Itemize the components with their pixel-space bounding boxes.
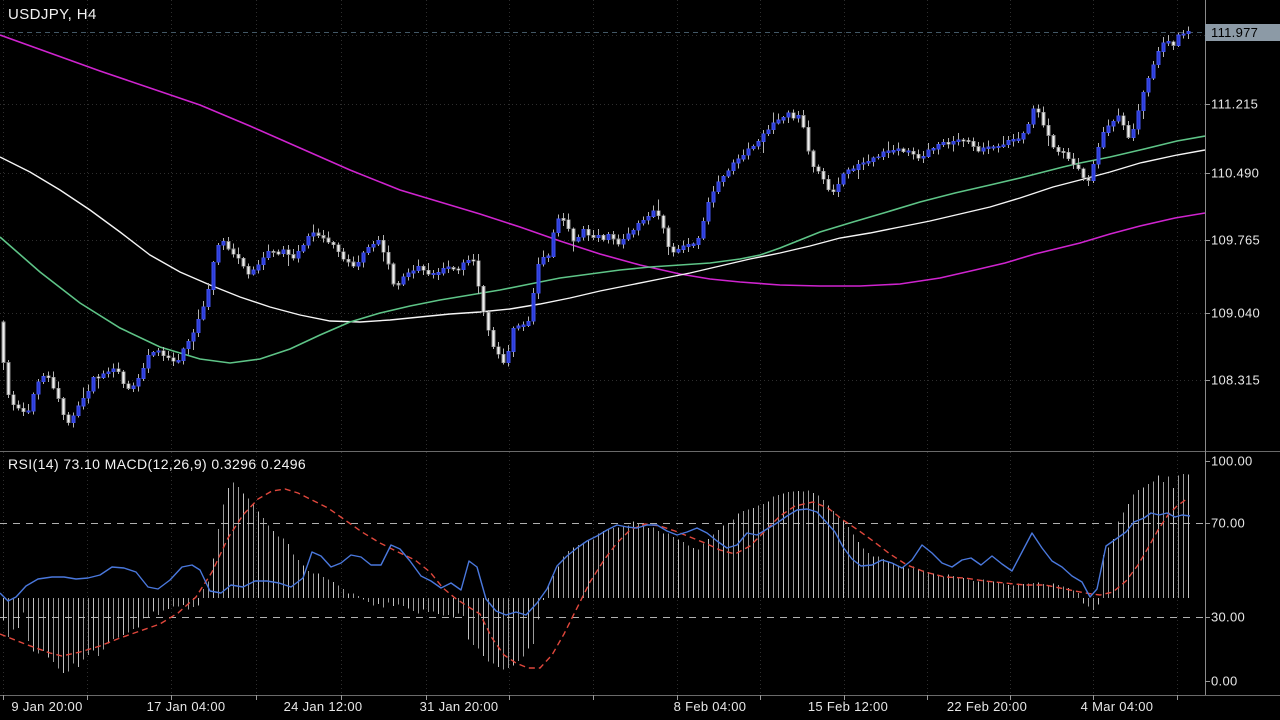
grid-layer [0, 0, 1205, 695]
time-axis-label: 24 Jan 12:00 [283, 699, 363, 714]
price-axis-label: 108.315 [1211, 372, 1261, 388]
macd-signal-line [0, 488, 1189, 669]
price-axis-label: 30.00 [1211, 609, 1246, 625]
rsi-line [0, 508, 1191, 616]
price-axis-label: 110.490 [1211, 165, 1260, 181]
time-axis-label: 17 Jan 04:00 [146, 699, 226, 714]
indicator-panel[interactable] [0, 474, 1205, 673]
price-axis-label: 111.215 [1211, 96, 1259, 112]
time-axis-label: 15 Feb 12:00 [807, 699, 889, 714]
axes-layer [0, 0, 1280, 700]
price-axis-label: 100.00 [1211, 453, 1253, 469]
time-axis-label: 8 Feb 04:00 [673, 699, 747, 714]
price-axis-label: 70.00 [1211, 515, 1246, 531]
ma-fast-green-line [0, 135, 1205, 364]
time-axis-label: 22 Feb 20:00 [946, 699, 1028, 714]
time-axis-label: 9 Jan 20:00 [11, 699, 83, 714]
price-axis-label: 109.765 [1211, 232, 1261, 248]
price-axis-drag-zone[interactable] [1205, 0, 1280, 695]
ma-medium-white-line [0, 149, 1205, 323]
price-axis-label: 0.00 [1211, 673, 1238, 689]
price-axis-label: 109.040 [1211, 305, 1261, 321]
current-price-badge: 111.977 [1205, 24, 1280, 41]
time-axis-label: 31 Jan 20:00 [419, 699, 499, 714]
time-axis-label: 4 Mar 04:00 [1080, 699, 1154, 714]
symbol-period-title: USDJPY, H4 [8, 6, 97, 23]
candles-layer [1, 26, 1191, 428]
indicator-values-label: RSI(14) 73.10 MACD(12,26,9) 0.3296 0.249… [8, 456, 307, 472]
ma-slow-magenta-line [0, 34, 1205, 287]
time-axis-drag-zone[interactable] [0, 695, 1280, 720]
main-price-panel[interactable] [0, 26, 1205, 428]
